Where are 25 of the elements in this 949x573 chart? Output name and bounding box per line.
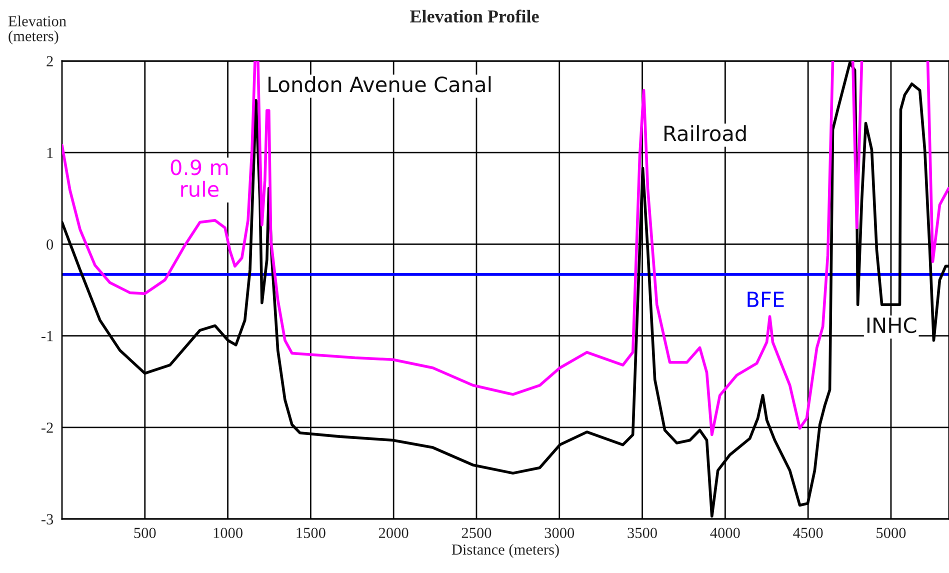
x-tick-label: 2000 [378,528,408,538]
chart-title: Elevation Profile [410,10,539,23]
y-tick-label: -2 [42,422,53,433]
line-series [62,61,949,518]
y-tick-label: -1 [42,331,53,342]
x-axis-title: Distance (meters) [452,544,559,558]
annotation: Railroad [664,125,746,142]
y-tick-label: 0 [46,239,54,250]
annotation: London Avenue Canal [268,76,491,92]
x-tick-label: 3500 [628,528,657,538]
x-tick-label: 5000 [876,528,906,538]
x-tick-label: 1500 [296,528,326,538]
y-tick-label: -3 [42,514,54,524]
x-tick-label: 4500 [793,528,823,538]
x-tick-label: 1000 [214,528,242,538]
series-label: 0.9 m rule [170,159,228,197]
x-tick-label: 4000 [710,528,740,538]
annotation: INHC [867,317,916,334]
ref-line-label: BFE [748,292,784,307]
x-tick-label: 500 [134,528,156,538]
y-tick-label: 1 [47,148,53,158]
y-tick-label: 2 [46,56,53,66]
x-tick-label: 2500 [462,528,492,538]
y-axis-title: Elevation (meters) [8,16,66,44]
x-tick-label: 3000 [544,528,574,538]
